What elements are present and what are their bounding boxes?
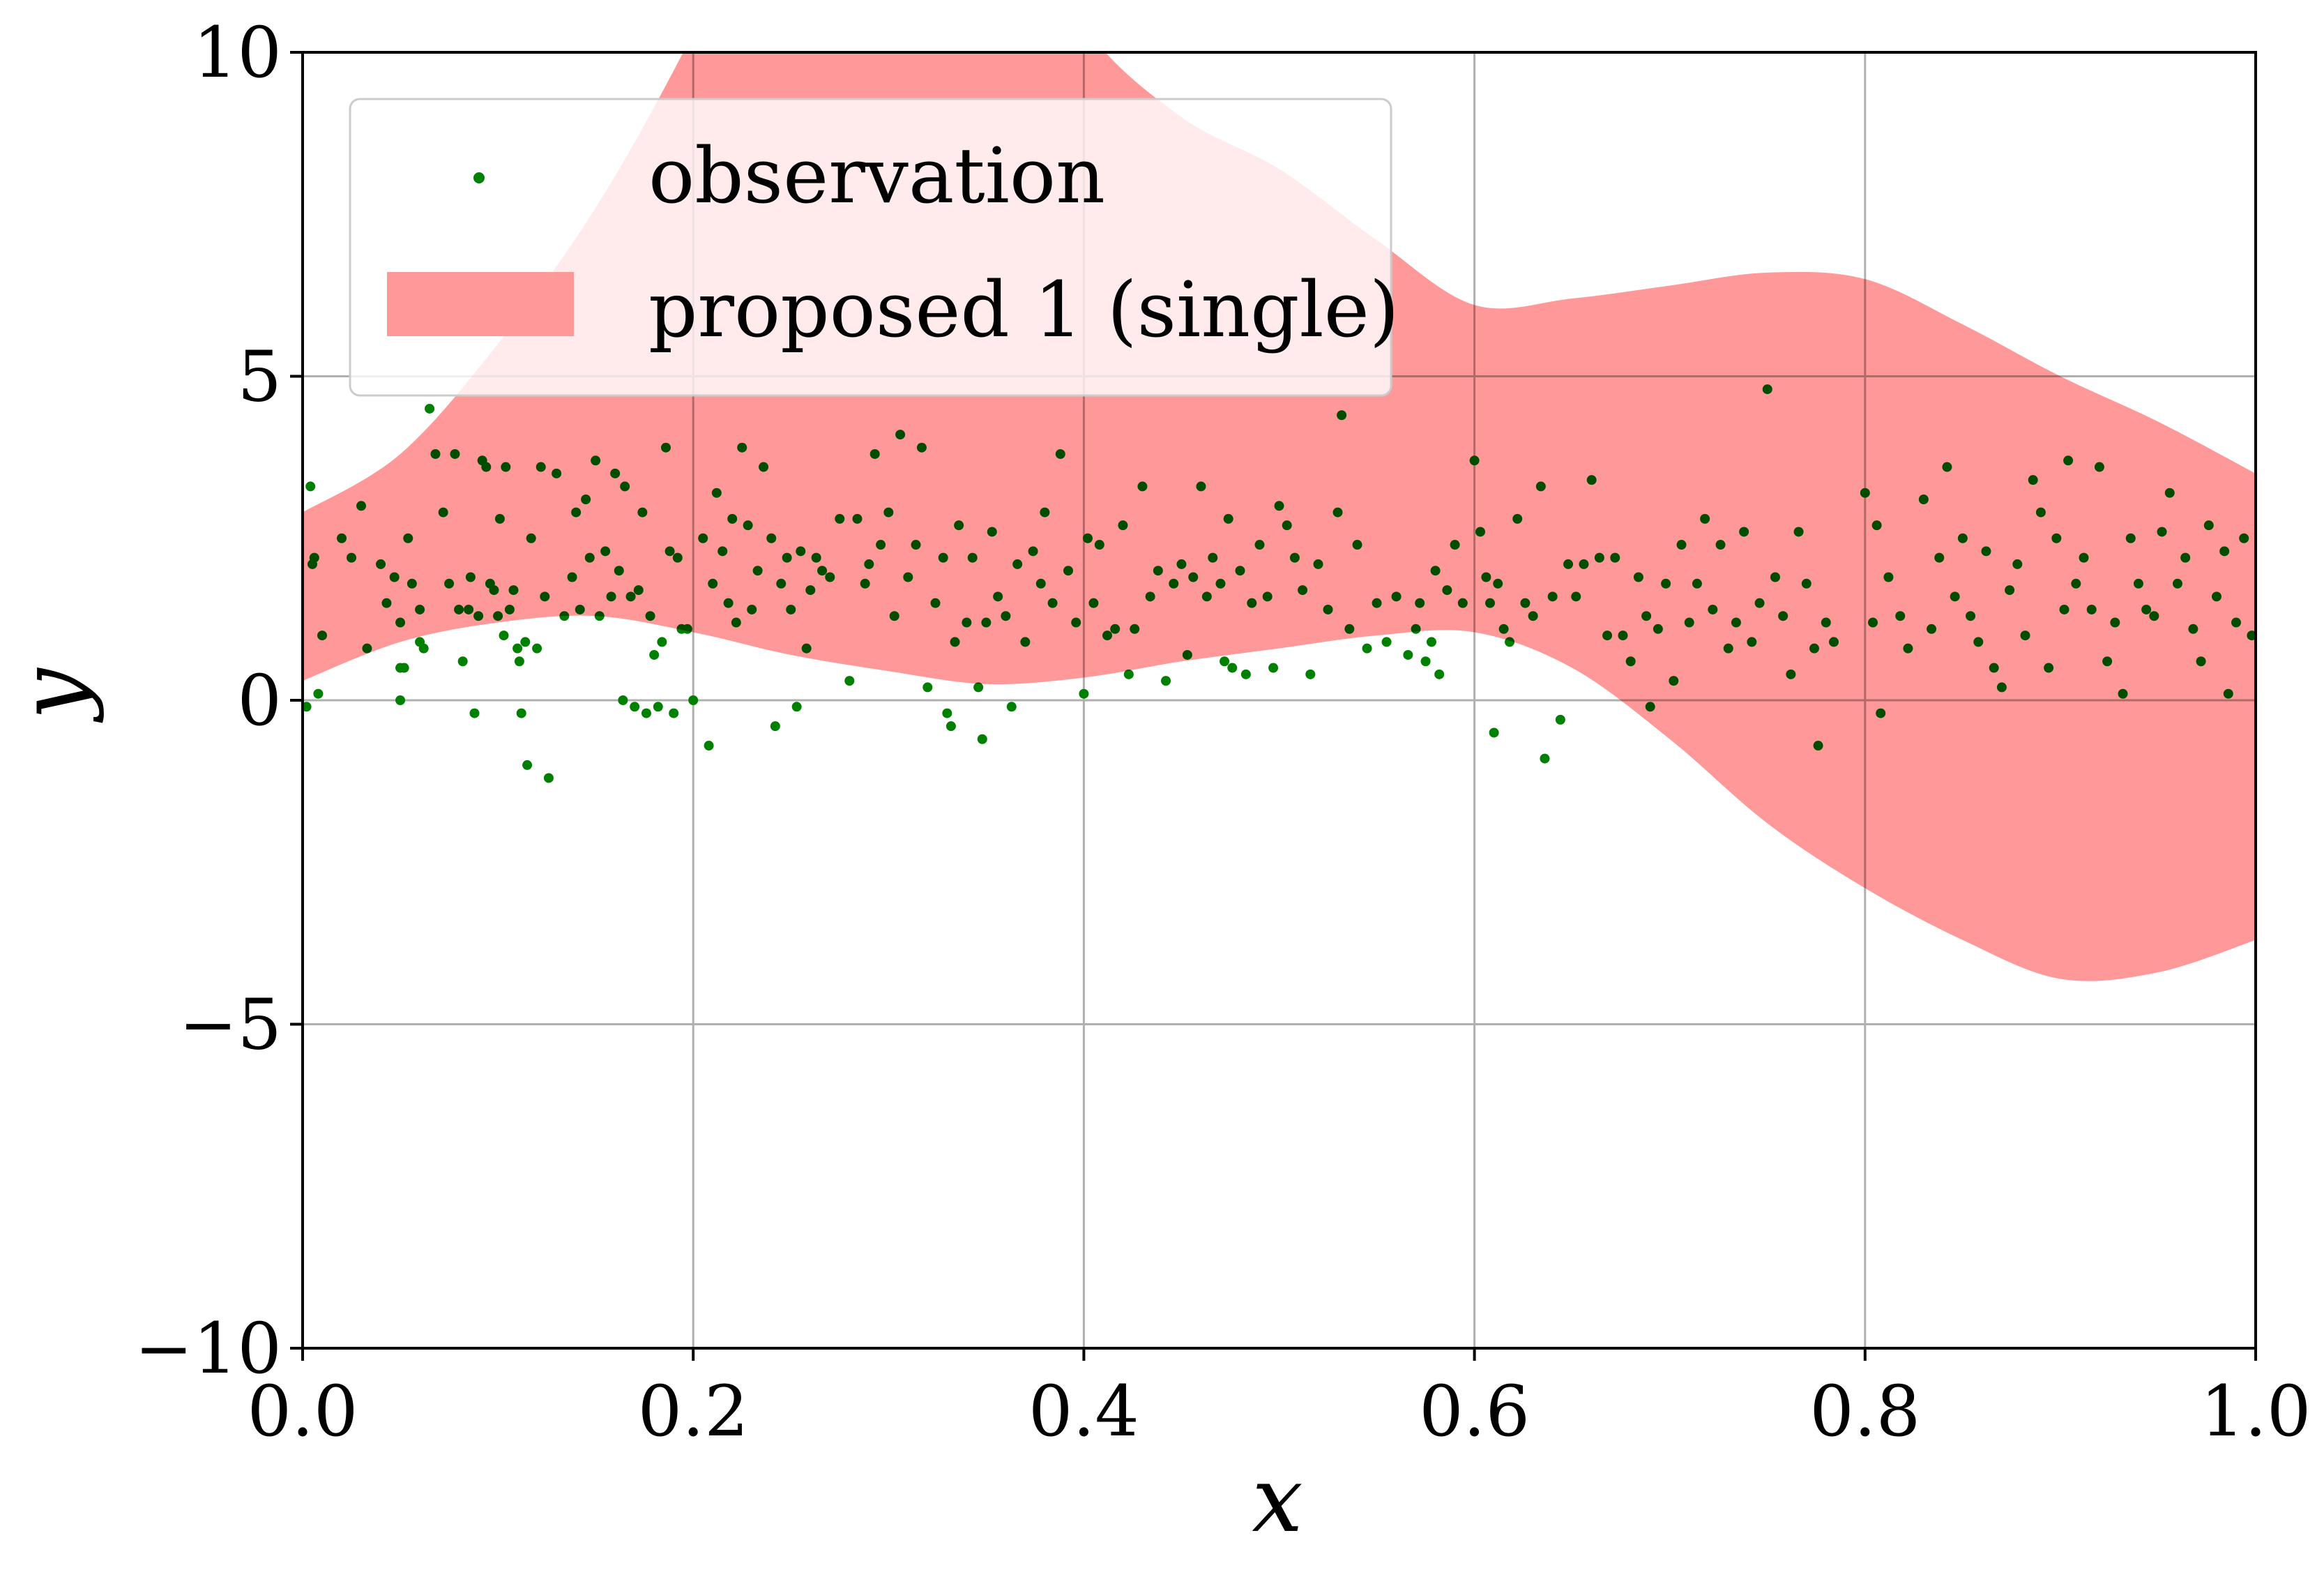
observation-point (532, 643, 542, 654)
observation-point (399, 663, 409, 673)
observation-point (313, 688, 324, 699)
x-axis-label: x (1252, 1447, 1302, 1553)
y-tick-label: −5 (179, 984, 282, 1066)
observation-point (688, 695, 699, 705)
observation-point (1362, 643, 1372, 654)
tick-marks (290, 51, 2257, 1361)
observation-point (395, 695, 406, 705)
legend-observation-label: observation (648, 131, 1105, 220)
observation-point (469, 708, 480, 718)
observation-point (649, 649, 660, 660)
legend-band-label: proposed 1 (single) (648, 265, 1399, 354)
observation-point (514, 656, 524, 667)
observation-point (1240, 669, 1251, 679)
x-tick-label: 0.0 (247, 1371, 358, 1452)
observation-point (942, 708, 952, 718)
observation-point (457, 656, 468, 667)
observation-point (522, 760, 533, 770)
observation-point (945, 721, 956, 732)
legend: observation proposed 1 (single) (349, 98, 1399, 397)
x-tick-labels: 0.0 0.2 0.4 0.6 0.8 1.0 (247, 1371, 2311, 1452)
observation-point (305, 481, 316, 492)
observation-point (418, 643, 429, 654)
y-tick-label: 5 (237, 336, 282, 418)
observation-point (301, 702, 312, 712)
observation-point (669, 708, 679, 718)
x-tick-label: 0.8 (1809, 1371, 1920, 1452)
observation-point (1227, 663, 1238, 673)
observation-point (844, 676, 855, 686)
observation-point (641, 708, 651, 718)
observation-point (516, 708, 526, 718)
y-axis-label: y (0, 667, 105, 723)
observation-point (770, 721, 780, 732)
observation-point (1220, 656, 1230, 667)
observation-point (1381, 637, 1392, 647)
observation-point (630, 702, 640, 712)
y-tick-labels: −10 −5 0 5 10 (135, 12, 282, 1389)
y-tick-label: 0 (237, 660, 282, 741)
observation-point (1434, 669, 1445, 679)
x-tick-label: 1.0 (2200, 1371, 2311, 1452)
observation-point (499, 631, 509, 641)
observation-point (1489, 727, 1499, 738)
observation-point (791, 702, 802, 712)
observation-point (1540, 753, 1550, 764)
observation-point (653, 702, 663, 712)
observation-point (543, 773, 554, 783)
observation-point (520, 637, 531, 647)
observation-point (977, 734, 987, 744)
observation-point (1555, 714, 1565, 725)
observation-point (922, 682, 933, 693)
observation-point (657, 637, 667, 647)
legend-box (349, 98, 1392, 397)
y-tick-label: −10 (135, 1308, 282, 1389)
observation-point (1006, 702, 1017, 712)
observation-point (425, 403, 435, 414)
observation-point (618, 695, 628, 705)
legend-band-swatch (387, 272, 574, 336)
observation-point (1123, 669, 1134, 679)
observation-point (973, 682, 984, 693)
observation-point (1426, 637, 1436, 647)
observation-point (1305, 669, 1316, 679)
y-tick-label: 10 (193, 12, 282, 93)
observation-point (1268, 663, 1279, 673)
x-tick-label: 0.2 (638, 1371, 749, 1452)
observation-point (1420, 656, 1431, 667)
x-tick-label: 0.6 (1419, 1371, 1530, 1452)
observation-point (1079, 688, 1089, 699)
legend-observation-marker (473, 172, 485, 183)
observation-point (1161, 676, 1171, 686)
x-tick-label: 0.4 (1028, 1371, 1139, 1452)
observation-point (704, 741, 714, 751)
observation-point (512, 643, 523, 654)
observation-point (1403, 649, 1413, 660)
